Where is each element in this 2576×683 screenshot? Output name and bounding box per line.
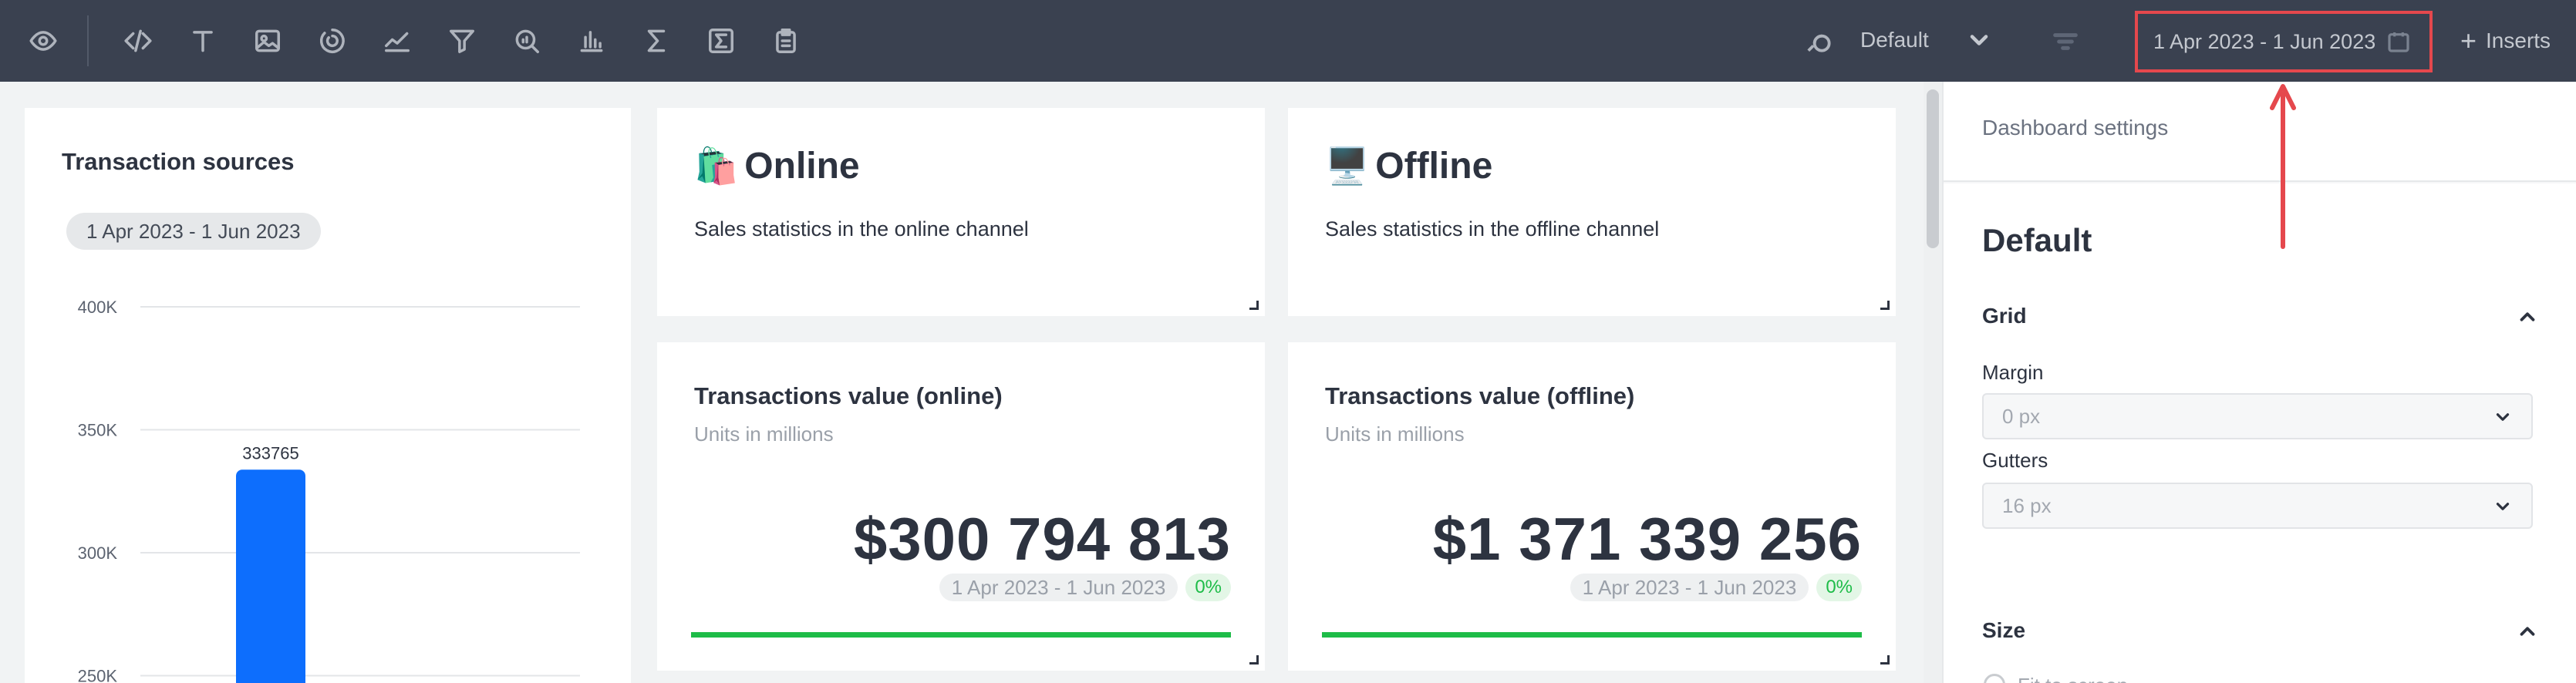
tv-online-title: Transactions value (online) bbox=[694, 382, 1003, 409]
settings-body: Default Grid Margin 0 px Gutters 16 px bbox=[1944, 183, 2576, 600]
tv-online-date: 1 Apr 2023 - 1 Jun 2023 bbox=[939, 574, 1178, 601]
tv-offline-card[interactable]: Transactions value (offline) Units in mi… bbox=[1288, 342, 1896, 671]
filter-lines-icon[interactable] bbox=[2050, 26, 2081, 57]
online-title-text: Online bbox=[744, 146, 860, 187]
chevron-down-icon bbox=[2493, 496, 2513, 516]
dashboard-settings-panel: Dashboard settings Default Grid Margin 0… bbox=[1942, 82, 2576, 683]
toolbar-divider bbox=[87, 15, 89, 66]
theme-icon[interactable] bbox=[1805, 22, 1834, 60]
gauge-icon[interactable] bbox=[314, 22, 351, 59]
tv-online-meta: 1 Apr 2023 - 1 Jun 2023 0% bbox=[939, 574, 1231, 601]
settings-header: Dashboard settings bbox=[1944, 82, 2576, 182]
tv-offline-title: Transactions value (offline) bbox=[1325, 382, 1635, 409]
chevron-down-icon bbox=[2493, 407, 2513, 427]
inserts-label: Inserts bbox=[2486, 29, 2551, 52]
offline-subtitle: Sales statistics in the offline channel bbox=[1325, 217, 1660, 241]
theme-name: Default bbox=[1982, 222, 2092, 258]
tv-offline-meta: 1 Apr 2023 - 1 Jun 2023 0% bbox=[1570, 574, 1862, 601]
margin-value: 0 px bbox=[2002, 404, 2041, 428]
desktop-computer-icon: 🖥️ bbox=[1325, 146, 1370, 186]
y-tick-label: 250K bbox=[78, 667, 118, 683]
inserts-button[interactable]: + Inserts bbox=[2460, 25, 2551, 57]
tv-offline-value: $1 371 339 256 bbox=[1432, 505, 1862, 573]
calendar-icon bbox=[2386, 29, 2411, 54]
online-title: 🛍️ Online bbox=[694, 145, 860, 187]
bar-chart: 400K 350K 300K 250K 333765 bbox=[78, 298, 580, 683]
code-icon[interactable] bbox=[120, 22, 157, 59]
margin-label: Margin bbox=[1982, 361, 2044, 384]
fit-to-screen-radio[interactable] bbox=[1984, 674, 2005, 683]
chevron-up-icon[interactable] bbox=[2516, 305, 2539, 328]
sum-icon[interactable] bbox=[638, 22, 675, 59]
plus-icon: + bbox=[2460, 25, 2477, 56]
text-icon[interactable] bbox=[184, 22, 221, 59]
tv-online-change-badge: 0% bbox=[1185, 574, 1231, 601]
offline-title-text: Offline bbox=[1375, 146, 1493, 187]
card-title: Transaction sources bbox=[62, 148, 295, 175]
online-header-card[interactable]: 🛍️ Online Sales statistics in the online… bbox=[657, 108, 1265, 316]
bar-chart-icon[interactable] bbox=[573, 22, 610, 59]
tv-offline-change-badge: 0% bbox=[1816, 574, 1862, 601]
y-tick-label: 400K bbox=[78, 298, 118, 317]
shopping-bags-icon: 🛍️ bbox=[694, 146, 739, 186]
online-subtitle: Sales statistics in the online channel bbox=[694, 217, 1029, 241]
tv-online-units: Units in millions bbox=[694, 422, 834, 446]
offline-header-card[interactable]: 🖥️ Offline Sales statistics in the offli… bbox=[1288, 108, 1896, 316]
chevron-down-icon[interactable] bbox=[1965, 26, 1993, 54]
date-range-button[interactable]: 1 Apr 2023 - 1 Jun 2023 bbox=[2135, 11, 2433, 72]
resize-handle[interactable] bbox=[1249, 301, 1259, 310]
date-range-label: 1 Apr 2023 - 1 Jun 2023 bbox=[2153, 29, 2376, 53]
tv-online-card[interactable]: Transactions value (online) Units in mil… bbox=[657, 342, 1265, 671]
clipboard-icon[interactable] bbox=[767, 22, 804, 59]
size-section-title[interactable]: Size bbox=[1982, 618, 2026, 642]
fit-to-screen-label: Fit to screen bbox=[2018, 674, 2128, 683]
chart-bar[interactable] bbox=[236, 469, 305, 683]
settings-header-label: Dashboard settings bbox=[1982, 116, 2169, 140]
eye-icon[interactable] bbox=[25, 22, 62, 59]
y-tick-label: 300K bbox=[78, 543, 118, 563]
offline-title: 🖥️ Offline bbox=[1325, 145, 1492, 187]
date-pill: 1 Apr 2023 - 1 Jun 2023 bbox=[66, 213, 321, 250]
grid-section-title[interactable]: Grid bbox=[1982, 304, 2027, 328]
tv-online-progress-bar bbox=[691, 632, 1231, 638]
transaction-sources-card[interactable]: Transaction sources 1 Apr 2023 - 1 Jun 2… bbox=[25, 108, 631, 683]
size-section: Size Fit to screen bbox=[1944, 570, 2576, 683]
y-tick-label: 350K bbox=[78, 421, 118, 440]
gutters-value: 16 px bbox=[2002, 493, 2052, 517]
sum-box-icon[interactable] bbox=[703, 22, 740, 59]
tv-online-value: $300 794 813 bbox=[853, 505, 1231, 573]
tv-offline-progress-bar bbox=[1322, 632, 1862, 638]
bar-data-label: 333765 bbox=[242, 443, 298, 463]
search-chart-icon[interactable] bbox=[508, 22, 545, 59]
resize-handle[interactable] bbox=[1249, 655, 1259, 664]
margin-select[interactable]: 0 px bbox=[1982, 393, 2533, 439]
gutters-label: Gutters bbox=[1982, 449, 2048, 472]
theme-select-label[interactable]: Default bbox=[1860, 28, 1929, 52]
top-toolbar: Default 1 Apr 2023 - 1 Jun 2023 + Insert… bbox=[0, 0, 2576, 82]
canvas-scrollbar-thumb[interactable] bbox=[1927, 89, 1939, 248]
chevron-up-icon[interactable] bbox=[2516, 620, 2539, 643]
gutters-select[interactable]: 16 px bbox=[1982, 483, 2533, 529]
image-icon[interactable] bbox=[249, 22, 286, 59]
tv-offline-date: 1 Apr 2023 - 1 Jun 2023 bbox=[1570, 574, 1809, 601]
resize-handle[interactable] bbox=[1880, 301, 1890, 310]
tv-offline-units: Units in millions bbox=[1325, 422, 1465, 446]
line-chart-icon[interactable] bbox=[379, 22, 416, 59]
resize-handle[interactable] bbox=[1880, 655, 1890, 664]
funnel-icon[interactable] bbox=[443, 22, 480, 59]
annotation-arrow bbox=[2270, 84, 2296, 249]
